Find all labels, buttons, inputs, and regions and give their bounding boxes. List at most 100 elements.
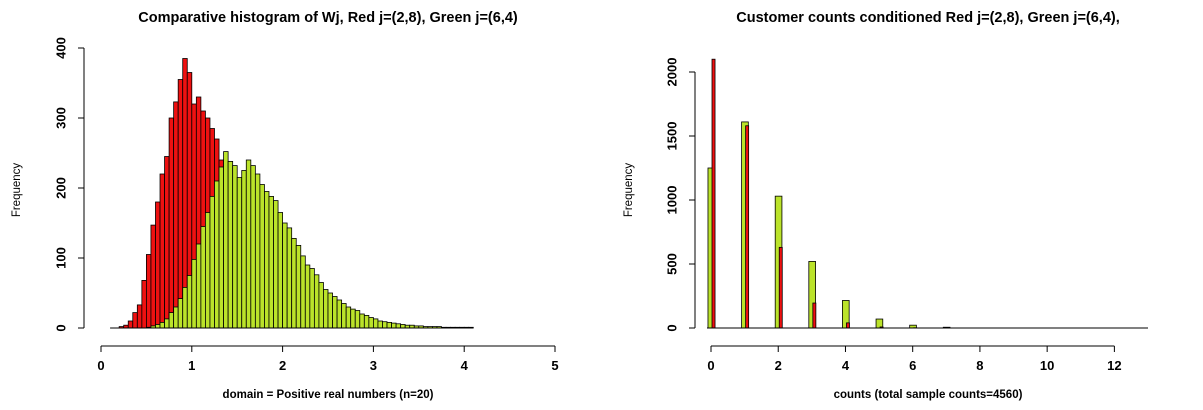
left-green-histogram-bar: [182, 286, 188, 329]
right-y-tick-label: 1000: [664, 186, 679, 215]
right-x-axis-label: counts (total sample counts=4560): [834, 389, 1023, 401]
left-green-histogram-bar: [295, 244, 302, 329]
left-green-histogram-bar: [368, 317, 374, 329]
left-x-tick-label: 5: [551, 358, 558, 373]
left-plot-area: 0 1 2 3 4 5 0 100 200 300 400: [53, 37, 558, 373]
left-y-axis-label: Frequency: [11, 163, 23, 218]
left-green-histogram-bar: [359, 313, 365, 329]
left-green-histogram-bar: [177, 298, 184, 329]
left-red-histogram-bar: [150, 224, 156, 329]
left-chart-title: Comparative histogram of Wj, Red j=(2,8)…: [138, 10, 518, 26]
right-x-tick-label: 8: [976, 358, 983, 373]
right-chart: Customer counts conditioned Red j=(2,8),…: [623, 10, 1148, 401]
left-red-histogram-bar: [145, 254, 152, 329]
right-y-axis-label: Frequency: [623, 163, 635, 218]
left-green-histogram-bar: [282, 222, 288, 329]
left-green-histogram-bar: [245, 159, 252, 329]
left-green-histogram-bar: [250, 165, 256, 329]
right-red-count-bar: [846, 322, 850, 329]
left-green-histogram-bar: [386, 321, 392, 329]
left-green-histogram-bar: [205, 212, 211, 329]
left-green-histogram-bar: [259, 184, 265, 329]
left-green-histogram-bar: [173, 306, 179, 329]
left-green-histogram-bar: [327, 292, 333, 329]
right-x-tick-label: 6: [909, 358, 916, 373]
right-y-tick-label: 500: [664, 253, 679, 275]
right-x-tick-label: 0: [707, 358, 714, 373]
left-red-histogram-bar: [168, 117, 175, 329]
left-green-histogram-bar: [223, 151, 229, 329]
left-green-histogram-bar: [209, 195, 215, 329]
left-green-histogram-bar: [372, 318, 379, 329]
left-green-histogram-bar: [395, 323, 402, 329]
left-chart: Comparative histogram of Wj, Red j=(2,8)…: [11, 10, 559, 401]
left-green-histogram-bar: [227, 160, 234, 329]
left-green-histogram-bar: [304, 264, 311, 329]
right-y-tick-label: 1500: [664, 122, 679, 151]
left-x-tick-label: 4: [461, 358, 469, 373]
left-green-histogram-bar: [200, 226, 206, 329]
right-y-tick-label: 2000: [664, 58, 679, 87]
left-green-histogram-bar: [214, 180, 220, 329]
left-green-histogram-bar: [164, 318, 170, 329]
left-green-histogram-bar: [254, 173, 261, 329]
left-green-histogram-bar: [400, 324, 406, 329]
left-red-histogram-bar: [155, 201, 161, 329]
left-red-histogram-bar: [173, 101, 179, 329]
left-x-tick-label: 2: [279, 358, 286, 373]
left-red-histogram-bar: [127, 320, 134, 329]
left-red-histogram-bar: [136, 304, 143, 329]
left-green-histogram-bar: [286, 227, 293, 329]
left-green-histogram-bar: [168, 312, 175, 329]
left-green-histogram-bar: [354, 310, 361, 329]
left-green-histogram-bar: [309, 268, 315, 329]
left-green-histogram-bar: [159, 321, 165, 329]
left-y-tick-label: 400: [53, 37, 68, 59]
left-green-histogram-bar: [318, 282, 324, 329]
left-red-histogram-bar: [141, 279, 147, 329]
left-green-histogram-bar: [264, 191, 270, 329]
left-green-histogram-bar: [300, 255, 306, 329]
left-green-histogram-bar: [377, 320, 383, 329]
right-chart-title: Customer counts conditioned Red j=(2,8),…: [736, 10, 1120, 26]
right-x-tick-label: 2: [775, 358, 782, 373]
left-green-histogram-bar: [336, 299, 343, 329]
right-red-count-bar: [778, 246, 783, 329]
left-red-histogram-bar: [159, 173, 165, 329]
right-red-count-bar: [812, 302, 817, 329]
left-green-histogram-bar: [363, 314, 370, 329]
left-green-histogram-bar: [323, 289, 329, 329]
left-green-histogram-bar: [232, 165, 238, 329]
left-green-histogram-bar: [218, 166, 224, 329]
left-green-histogram-bar: [345, 306, 352, 329]
right-x-tick-label: 10: [1040, 358, 1054, 373]
right-plot-area: 0 2 4 6 8 10 12 0 500 1000 1500 2000: [664, 58, 1148, 373]
left-x-tick-label: 1: [188, 358, 195, 373]
left-x-axis-label: domain = Positive real numbers (n=20): [223, 389, 434, 401]
left-green-histogram-bar: [277, 212, 283, 329]
left-green-histogram-bar: [155, 324, 161, 329]
left-green-histogram-bar: [241, 170, 247, 329]
left-green-histogram-bar: [332, 296, 338, 329]
left-y-tick-label: 100: [53, 247, 68, 269]
left-red-histogram-bar: [177, 79, 184, 329]
left-x-tick-label: 0: [97, 358, 104, 373]
left-green-histogram-bar: [236, 177, 243, 329]
left-y-tick-label: 300: [53, 107, 68, 129]
right-y-tick-label: 0: [664, 324, 679, 331]
left-green-histogram-bar: [313, 274, 320, 329]
left-y-tick-label: 0: [53, 324, 68, 331]
left-red-histogram-bar: [132, 312, 138, 329]
left-x-tick-label: 3: [370, 358, 377, 373]
left-green-histogram-bar: [273, 200, 279, 329]
right-red-count-bar: [745, 125, 750, 329]
left-green-histogram-bar: [391, 322, 397, 329]
right-x-tick-label: 12: [1107, 358, 1121, 373]
left-green-histogram-bar: [382, 321, 388, 329]
left-green-histogram-bar: [341, 303, 347, 329]
left-green-histogram-bar: [186, 275, 193, 329]
right-red-count-bar: [711, 58, 716, 329]
left-green-histogram-bar: [195, 243, 202, 329]
left-green-histogram-bar: [191, 258, 197, 329]
